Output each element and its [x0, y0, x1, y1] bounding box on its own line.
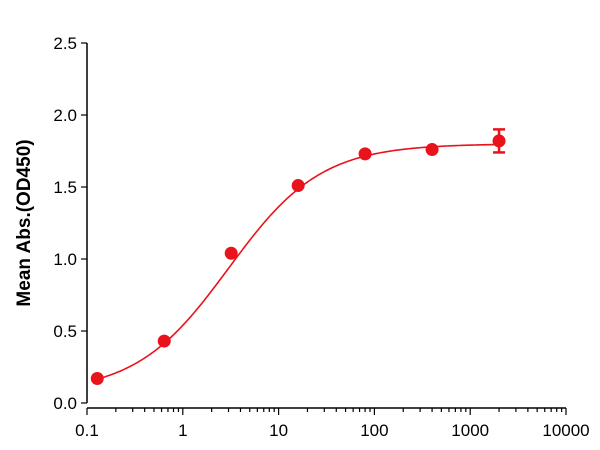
y-tick-label: 0.0 [53, 394, 77, 413]
x-tick-label: 1000 [451, 421, 489, 440]
data-point [425, 143, 439, 157]
x-tick-label: 10 [269, 421, 288, 440]
data-point [224, 246, 238, 260]
data-point [492, 134, 506, 148]
y-tick-label: 0.5 [53, 322, 77, 341]
data-point [358, 147, 372, 161]
data-point [90, 372, 104, 386]
data-point [291, 179, 305, 193]
x-tick-label: 100 [360, 421, 388, 440]
y-axis-title: Mean Abs.(OD450) [14, 139, 35, 306]
y-tick-label: 2.0 [53, 106, 77, 125]
y-tick-label: 1.0 [53, 250, 77, 269]
x-tick-label: 0.1 [75, 421, 99, 440]
x-tick-label: 10000 [542, 421, 589, 440]
y-tick-label: 1.5 [53, 178, 77, 197]
x-axis: 0.1 1 10 100 1000 10000 [75, 407, 590, 440]
y-tick-label: 2.5 [53, 34, 77, 53]
x-tick-label: 1 [178, 421, 187, 440]
data-point [157, 334, 171, 348]
y-axis: 0.0 0.5 1.0 1.5 2.0 2.5 [53, 34, 88, 413]
data-points-group [90, 128, 506, 386]
